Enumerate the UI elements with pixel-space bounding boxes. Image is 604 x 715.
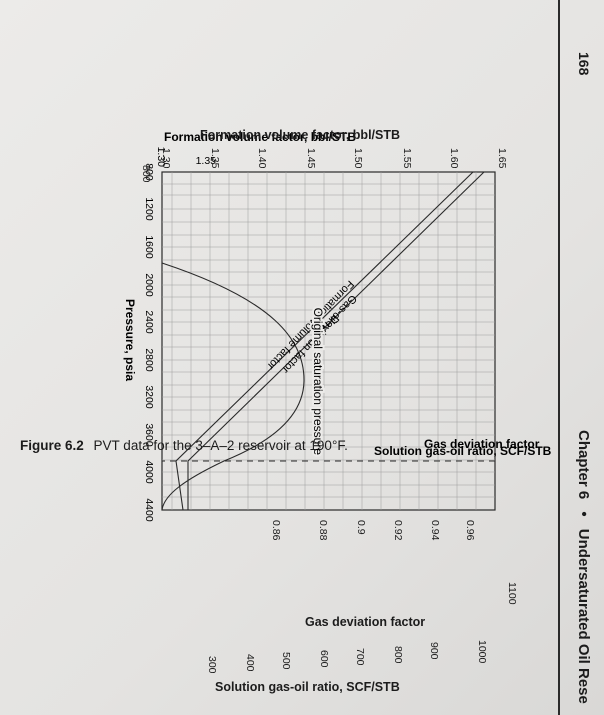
fvf-axis-label: Formation volume factor, bbl/STB xyxy=(164,130,356,144)
svg-text:800: 800 xyxy=(143,163,155,181)
x-axis-ticks: 800 1200 1600 2000 2400 2800 3200 3600 4… xyxy=(143,163,155,522)
figure-label: Figure 6.2 xyxy=(20,438,84,453)
gor-curve xyxy=(187,171,485,510)
svg-text:1.30: 1.30 xyxy=(155,147,167,168)
svg-text:3600: 3600 xyxy=(143,423,155,447)
svg-text:2000: 2000 xyxy=(143,273,155,297)
svg-text:4400: 4400 xyxy=(143,498,155,522)
svg-text:2400: 2400 xyxy=(143,310,155,334)
grid xyxy=(162,172,495,510)
plot-area: Gas-oil ratio Formation-volume factor De… xyxy=(161,171,496,511)
svg-text:1200: 1200 xyxy=(143,197,155,221)
fvf-axis-ticks: 1.30 1.35 xyxy=(155,147,216,168)
x-axis-label: Pressure, psia xyxy=(123,299,137,381)
figure-text: PVT data for the 3–A–2 reservoir at 190°… xyxy=(93,438,348,453)
z-axis-label: Gas deviation factor xyxy=(424,437,540,451)
figure-caption: Figure 6.2 PVT data for the 3–A–2 reserv… xyxy=(20,438,348,453)
svg-text:1600: 1600 xyxy=(143,235,155,259)
svg-text:1.35: 1.35 xyxy=(196,155,217,167)
gor-axis-title: Solution gas-oil ratio, SCF/STB xyxy=(215,680,400,694)
label-fvf: Formation-volume factor xyxy=(264,278,356,372)
deviation-curve xyxy=(161,262,305,511)
gor-axis-label: Solution gas-oil ratio, SCF/STB xyxy=(374,444,552,458)
fvf-axis-title: Formation volume factor, bbl/STB xyxy=(200,128,401,142)
svg-text:2800: 2800 xyxy=(143,348,155,372)
label-saturation-pressure: Original saturation pressure xyxy=(311,308,325,456)
header-rule xyxy=(558,0,560,715)
svg-text:3200: 3200 xyxy=(143,385,155,409)
fvf-curve xyxy=(175,171,474,511)
z-axis-title: Gas deviation factor xyxy=(305,615,426,629)
svg-text:4000: 4000 xyxy=(143,460,155,484)
